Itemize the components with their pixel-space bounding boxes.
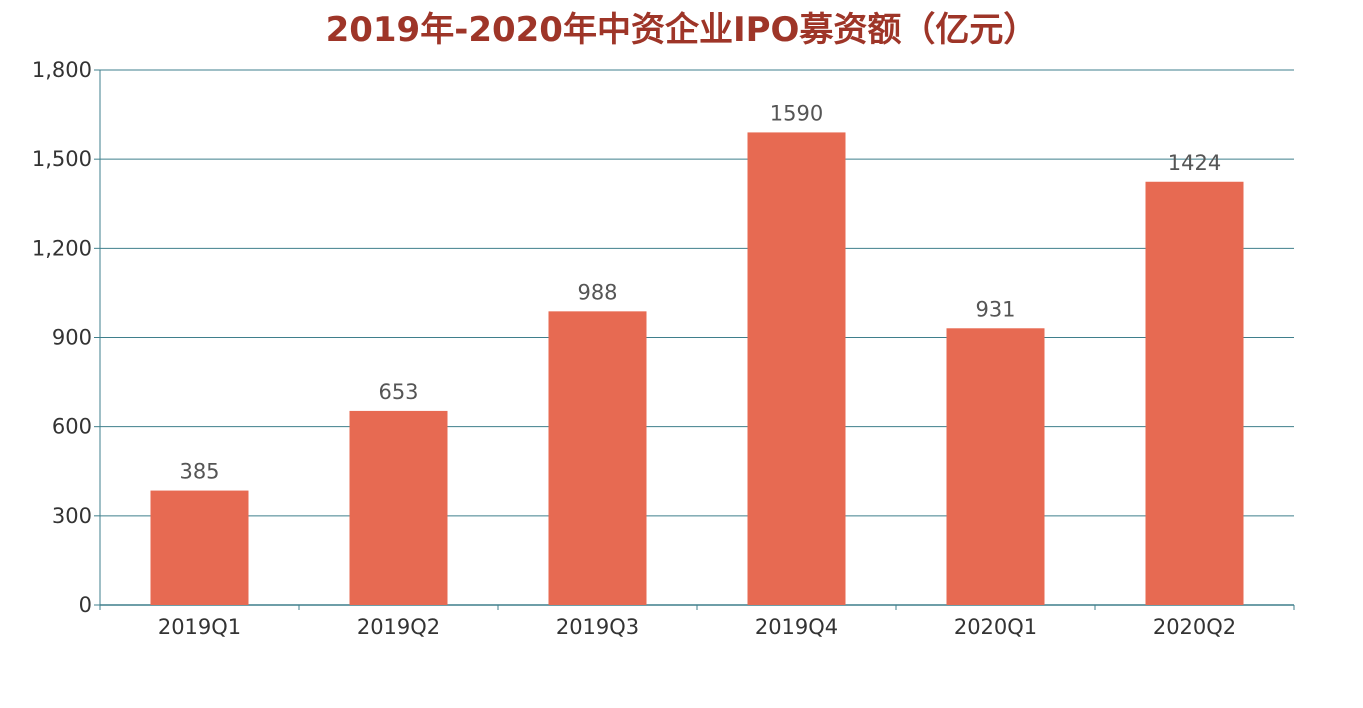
y-tick-label: 1,200 [32, 236, 92, 260]
bar [548, 311, 647, 605]
bar [349, 410, 448, 605]
y-tick-label: 300 [52, 504, 92, 528]
data-label: 1424 [1168, 151, 1221, 175]
data-label: 653 [378, 380, 418, 404]
data-label: 931 [975, 297, 1015, 321]
x-tick-label: 2020Q1 [954, 615, 1037, 639]
bar [946, 328, 1045, 605]
y-tick-label: 1,800 [32, 58, 92, 82]
bar [150, 490, 249, 605]
data-label: 385 [179, 460, 219, 484]
y-tick-label: 1,500 [32, 147, 92, 171]
y-tick-label: 600 [52, 415, 92, 439]
x-tick-label: 2019Q3 [556, 615, 639, 639]
bar [747, 132, 846, 605]
x-tick-label: 2020Q2 [1153, 615, 1236, 639]
x-tick-label: 2019Q1 [158, 615, 241, 639]
x-tick-label: 2019Q2 [357, 615, 440, 639]
bar [1145, 181, 1244, 605]
data-label: 1590 [770, 101, 823, 125]
x-tick-label: 2019Q4 [755, 615, 838, 639]
chart-title: 2019年-2020年中资企业IPO募资额（亿元） [325, 10, 1038, 50]
y-tick-label: 900 [52, 326, 92, 350]
y-tick-label: 0 [79, 593, 92, 617]
data-label: 988 [577, 280, 617, 304]
